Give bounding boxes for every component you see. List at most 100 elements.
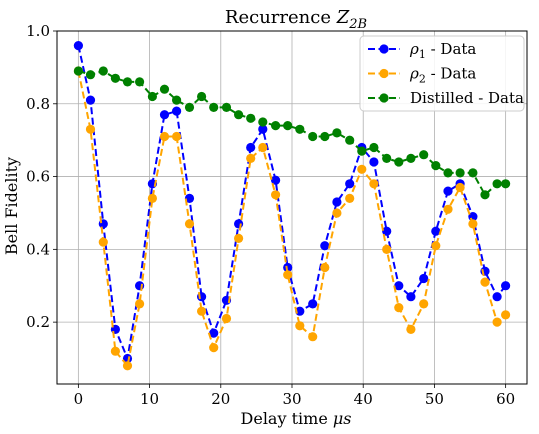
- data-point: [369, 179, 379, 189]
- data-point: [258, 117, 268, 127]
- data-point: [480, 277, 490, 287]
- data-point: [246, 113, 256, 123]
- data-point: [345, 193, 355, 203]
- data-point: [468, 219, 478, 229]
- data-point: [172, 131, 182, 142]
- data-point: [501, 281, 511, 291]
- data-point: [283, 270, 293, 280]
- data-point: [209, 343, 219, 353]
- data-point: [122, 361, 133, 371]
- data-point: [345, 135, 355, 145]
- data-point: [443, 186, 453, 196]
- data-point: [406, 292, 416, 302]
- data-point: [246, 142, 256, 153]
- series-layer: [73, 41, 511, 371]
- data-point: [332, 128, 342, 138]
- data-point: [455, 168, 465, 178]
- legend-label: ρ1 - Data: [409, 40, 476, 61]
- data-point: [431, 226, 441, 236]
- data-point: [221, 313, 232, 324]
- x-axis-label: Delay time μs: [241, 409, 352, 428]
- data-point: [122, 77, 133, 87]
- data-point: [419, 273, 429, 284]
- data-point: [308, 299, 318, 309]
- data-point: [184, 193, 195, 203]
- data-point: [394, 281, 404, 291]
- data-point: [295, 124, 305, 134]
- legend: ρ1 - Data ρ2 - Data Distilled - Data: [359, 35, 525, 112]
- data-point: [406, 153, 416, 163]
- y-axis-label: Bell Fidelity: [2, 157, 21, 255]
- data-point: [468, 168, 478, 178]
- data-point: [184, 219, 195, 229]
- data-point: [283, 121, 293, 131]
- data-point: [85, 70, 96, 80]
- x-tick-label: 30: [282, 390, 301, 408]
- data-point: [443, 204, 453, 214]
- data-point: [357, 164, 367, 174]
- data-point: [122, 353, 133, 364]
- data-point: [147, 91, 157, 102]
- data-point: [73, 66, 83, 76]
- data-point: [246, 153, 256, 163]
- data-point: [197, 91, 207, 102]
- data-point: [419, 150, 429, 160]
- x-tick-label: 20: [211, 390, 230, 408]
- data-point: [345, 179, 355, 189]
- data-point: [271, 121, 281, 131]
- data-point: [406, 324, 416, 334]
- data-point: [73, 41, 83, 51]
- data-point: [197, 306, 207, 316]
- data-point: [455, 182, 465, 193]
- data-point: [135, 299, 145, 309]
- data-point: [320, 262, 330, 273]
- data-point: [492, 179, 502, 189]
- data-point: [419, 299, 429, 309]
- data-point: [283, 262, 293, 273]
- data-point: [382, 244, 392, 254]
- data-point: [271, 175, 281, 185]
- data-point: [271, 190, 281, 200]
- data-point: [85, 95, 96, 105]
- data-point: [110, 346, 120, 356]
- legend-marker: [379, 44, 389, 54]
- legend-label: Distilled - Data: [410, 89, 524, 107]
- data-point: [110, 73, 120, 83]
- data-point: [394, 157, 404, 167]
- data-point: [308, 332, 318, 342]
- data-point: [320, 241, 330, 251]
- data-point: [98, 66, 108, 76]
- data-point: [172, 95, 182, 105]
- data-point: [258, 124, 268, 134]
- data-point: [209, 328, 219, 338]
- data-point: [332, 197, 342, 207]
- data-point: [172, 106, 182, 116]
- y-tick-label: 1.0: [26, 22, 50, 40]
- data-point: [184, 102, 195, 112]
- data-point: [431, 161, 441, 171]
- data-point: [135, 77, 145, 87]
- x-tick-label: 40: [354, 390, 373, 408]
- data-point: [221, 102, 232, 112]
- data-point: [159, 131, 170, 142]
- data-point: [135, 281, 145, 291]
- data-point: [234, 233, 244, 243]
- chart-title: Recurrence Z2B: [225, 7, 367, 32]
- data-point: [492, 292, 502, 302]
- data-point: [382, 153, 392, 163]
- data-point: [382, 226, 392, 236]
- y-tick-label: 0.4: [26, 240, 50, 258]
- x-tick-label: 0: [74, 390, 84, 408]
- data-point: [501, 310, 511, 320]
- data-point: [332, 208, 342, 218]
- legend-item: Distilled - Data: [368, 89, 524, 107]
- x-tick-label: 60: [496, 390, 515, 408]
- legend-label: ρ2 - Data: [409, 65, 476, 86]
- data-point: [85, 124, 96, 134]
- data-point: [369, 157, 379, 167]
- data-point: [394, 303, 404, 313]
- legend-item: ρ2 - Data: [368, 65, 476, 86]
- data-point: [234, 110, 244, 120]
- series-line: [77, 70, 507, 369]
